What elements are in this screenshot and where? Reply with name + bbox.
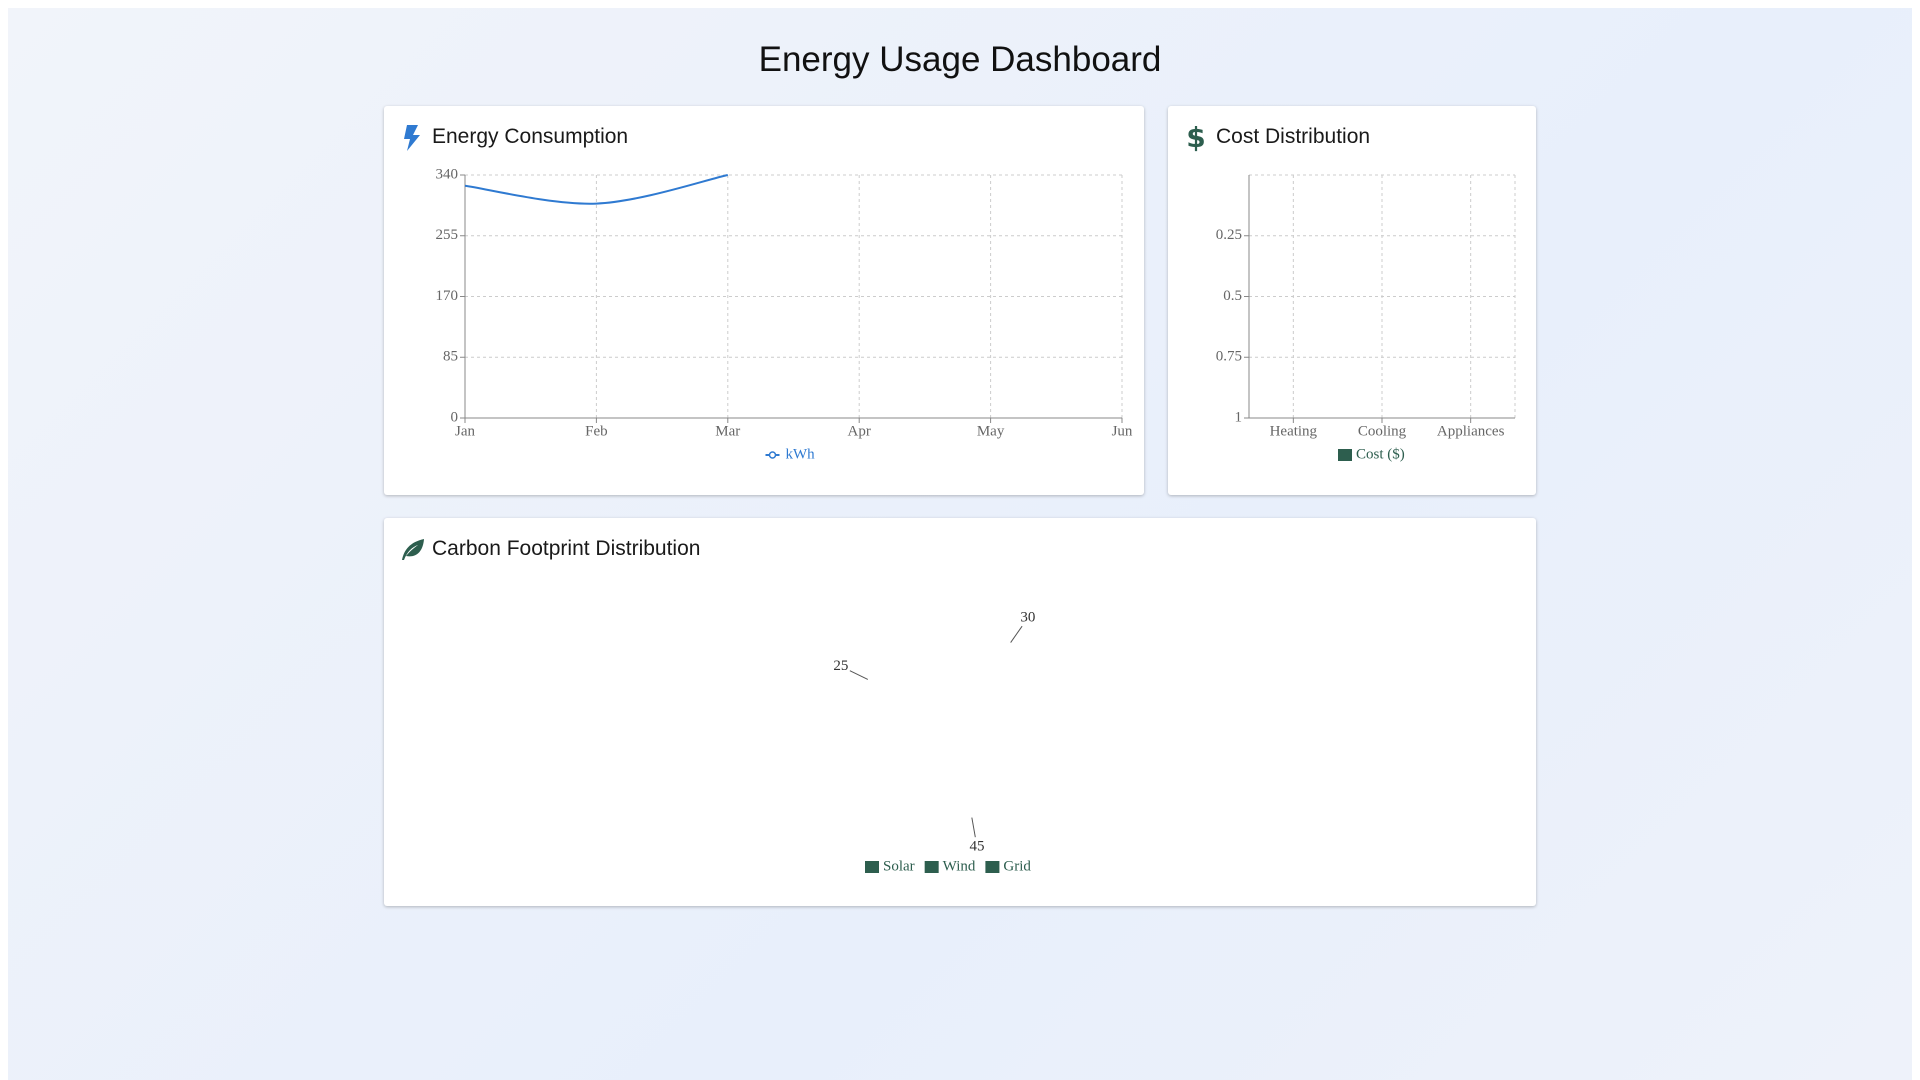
- x-tick-label: Mar: [715, 423, 740, 439]
- card: $ Cost Distribution 0.25 0.5 0.75 1 Heating C…: [1168, 106, 1536, 495]
- leaf-icon: [402, 539, 424, 560]
- y-tick-label: 0: [451, 409, 459, 425]
- card: Energy Consumption 0 85 170 255 340 Jan Feb Mar…: [384, 106, 1144, 495]
- pie-slice: [924, 627, 1050, 722]
- legend-label: Wind: [943, 858, 976, 874]
- dashboard: Energy Usage Dashboard Energy Consumptio…: [8, 8, 1912, 1080]
- x-tick-label: Jun: [1112, 423, 1133, 439]
- card-title: Energy Consumption: [432, 125, 629, 148]
- bolt-icon: [404, 125, 420, 151]
- chart: 0 85 170 255 340 Jan Feb Mar Apr May Jun kWh: [436, 166, 1133, 462]
- legend-swatch: [865, 861, 879, 873]
- page-title: Energy Usage Dashboard: [758, 40, 1162, 79]
- y-tick-label: 85: [443, 349, 458, 365]
- dollar-icon: $: [1186, 124, 1205, 152]
- legend-label: Grid: [1003, 858, 1031, 874]
- chart: 0.25 0.5 0.75 1 Heating Cooling Appliances Cost…: [1216, 174, 1516, 462]
- leader-line: [971, 817, 976, 838]
- leader-line: [849, 670, 869, 680]
- legend-swatch: [768, 451, 777, 459]
- legend-label: kWh: [786, 446, 816, 462]
- legend-swatch: [924, 861, 939, 873]
- legend-swatch: [1338, 449, 1352, 461]
- y-tick-label: 1: [1235, 409, 1243, 425]
- x-tick-label: Feb: [585, 423, 608, 439]
- chart: 25 30 45 Solar Wind Grid: [833, 609, 1050, 874]
- legend-label: Solar: [883, 858, 915, 874]
- data-label: 45: [970, 839, 985, 855]
- y-tick-label: 170: [436, 288, 459, 304]
- card: Carbon Footprint Distribution 25 30 45 Sola…: [384, 518, 1536, 906]
- card-title: Cost Distribution: [1216, 125, 1371, 148]
- y-tick-label: 0.5: [1223, 288, 1242, 304]
- x-tick-label: Appliances: [1437, 423, 1505, 439]
- leader-line: [1010, 625, 1023, 643]
- line: [464, 174, 729, 205]
- data-label: 25: [833, 658, 848, 674]
- x-tick-label: Heating: [1270, 423, 1318, 439]
- y-tick-label: 340: [436, 166, 459, 182]
- y-tick-label: 0.75: [1216, 349, 1242, 365]
- data-label: 30: [1020, 609, 1035, 625]
- x-tick-label: Jan: [455, 423, 475, 439]
- svg-text:$: $: [1186, 124, 1205, 152]
- y-tick-label: 255: [436, 227, 459, 243]
- legend-swatch: [985, 861, 1000, 873]
- card-title: Carbon Footprint Distribution: [432, 537, 701, 560]
- y-tick-label: 0.25: [1216, 227, 1242, 243]
- legend-label: Cost ($): [1356, 446, 1405, 462]
- pie-slice: [860, 632, 955, 753]
- x-tick-label: Apr: [848, 423, 871, 439]
- pie-slice: [865, 720, 1050, 818]
- x-tick-label: May: [977, 423, 1005, 439]
- x-tick-label: Cooling: [1358, 423, 1407, 439]
